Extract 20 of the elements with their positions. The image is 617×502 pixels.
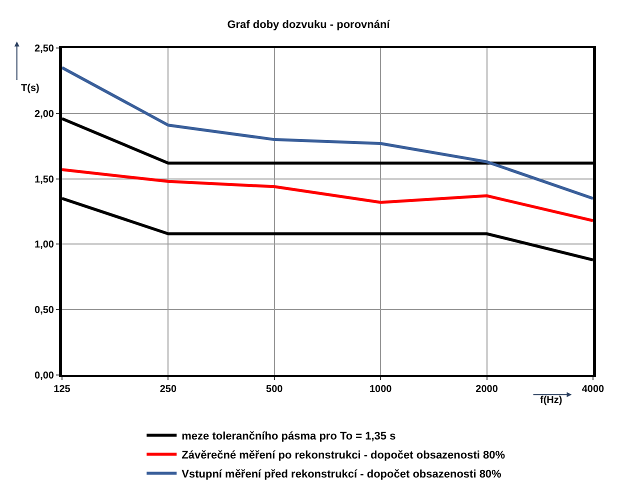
x-tick-label: 500 <box>266 384 284 395</box>
y-tick-label: 2,50 <box>34 44 54 54</box>
y-tick-label: 0,00 <box>34 370 54 382</box>
x-tick-label: 1000 <box>369 384 392 395</box>
y-tick-label: 1,00 <box>34 240 54 251</box>
x-tick-label: 250 <box>160 384 177 395</box>
legend-label: meze tolerančního pásma pro To = 1,35 s <box>182 430 396 443</box>
x-tick-label: 2000 <box>476 384 498 395</box>
y-tick-label: 1,50 <box>34 174 54 186</box>
legend-label: Vstupní měření před rekonstrukcí - dopočet obsazenosti 80% <box>182 468 502 481</box>
chart-title: Graf doby dozvuku - porovnání <box>227 18 391 31</box>
y-tick-label: 2,00 <box>34 108 54 120</box>
y-tick-label: 0,50 <box>34 305 54 316</box>
x-tick-label: 125 <box>54 384 71 395</box>
line-series <box>62 66 593 200</box>
y-axis-title: T(s) <box>21 83 40 94</box>
legend-label: Závěrečné měření po rekonstrukci - dopočet obsazenosti 80% <box>182 450 506 462</box>
line-series <box>62 168 593 222</box>
x-axis-title: f(Hz) <box>540 395 562 406</box>
x-tick-label: 4000 <box>582 384 605 395</box>
